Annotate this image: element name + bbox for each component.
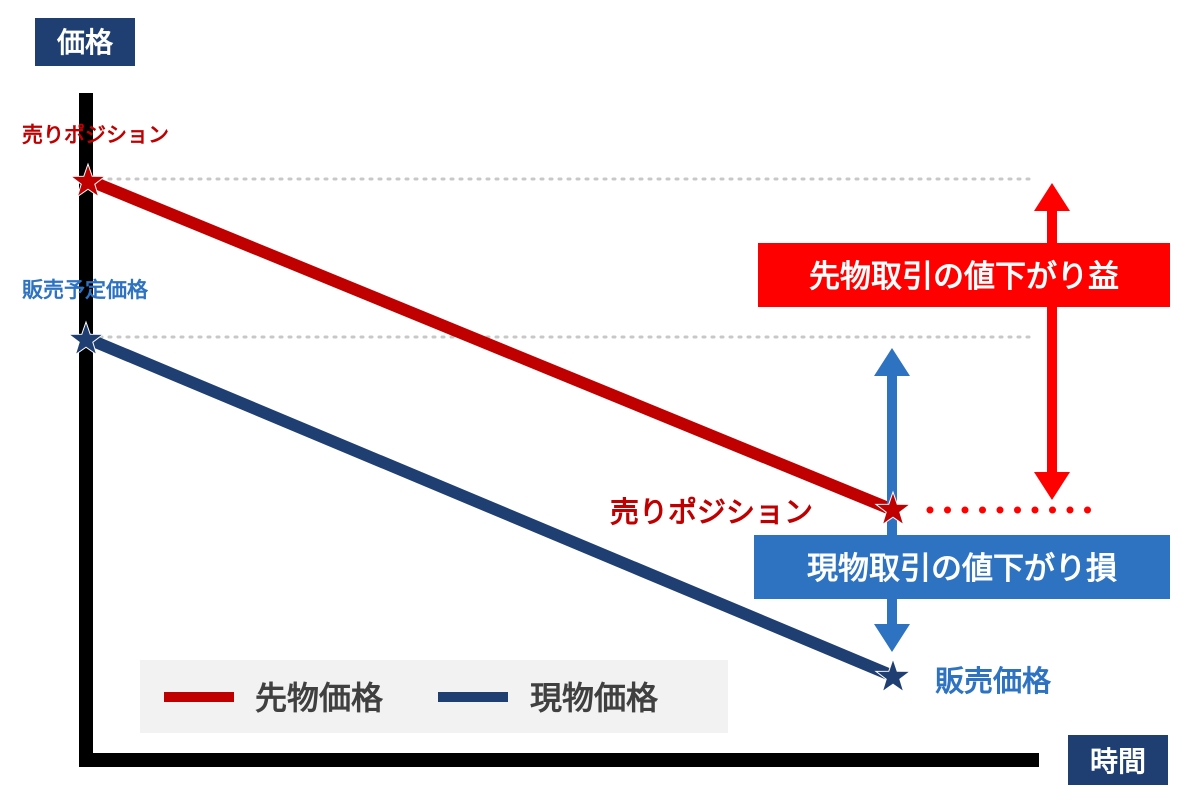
futures-gain-text: 先物取引の値下がり益 xyxy=(809,259,1119,295)
futures-price-line xyxy=(85,174,896,516)
y-axis-label: 価格 xyxy=(35,18,135,66)
futures-end-label: 売りポジション xyxy=(610,495,813,529)
spot-start-label: 販売予定価格 xyxy=(22,278,149,302)
spot-price-line xyxy=(83,332,896,682)
y-axis xyxy=(79,93,93,767)
legend: 先物価格 現物価格 xyxy=(140,660,728,733)
futures-gain-arrow xyxy=(1034,183,1070,500)
x-axis-label: 時間 xyxy=(1068,735,1168,785)
legend-futures-label: 先物価格 xyxy=(255,679,384,717)
x-axis xyxy=(79,753,1039,767)
futures-gain-annotation: 先物取引の値下がり益 xyxy=(758,243,1170,307)
legend-spot-label: 現物価格 xyxy=(530,679,659,717)
spot-end-label: 販売価格 xyxy=(935,664,1052,698)
spot-loss-text: 現物取引の値下がり損 xyxy=(807,551,1117,587)
spot-end-star-icon xyxy=(875,658,911,693)
y-axis-label-text: 価格 xyxy=(56,26,114,59)
x-axis-label-text: 時間 xyxy=(1090,745,1146,778)
futures-start-label: 売りポジション xyxy=(22,123,169,147)
spot-loss-annotation: 現物取引の値下がり損 xyxy=(754,535,1170,599)
